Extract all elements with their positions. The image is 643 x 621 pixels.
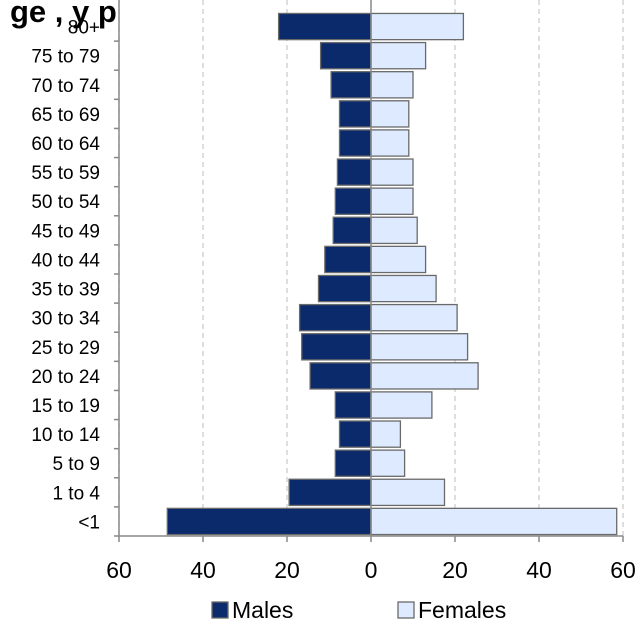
bar-males-5-to-9 (334, 449, 372, 477)
bar-females-70-to-74 (370, 71, 414, 99)
y-tick-label-30-to-34: 30 to 34 (31, 309, 100, 330)
x-tick-label-20-2: 20 (274, 557, 300, 583)
bar-females-15-to-19 (370, 391, 433, 419)
x-tick-label-20-4: 20 (442, 557, 468, 583)
y-tick-label-25-to-29: 25 to 29 (31, 338, 100, 359)
y-tick-label-80: 80+ (68, 18, 100, 39)
bar-females-55-to-59 (370, 158, 414, 186)
bar-females-35-to-39 (370, 274, 437, 303)
y-tick-label-60-to-64: 60 to 64 (31, 134, 100, 155)
bar-males-25-to-29 (301, 333, 372, 361)
bar-females-60-to-64 (370, 129, 410, 157)
bar-females-75-to-79 (370, 41, 427, 70)
y-tick-label-5-to-9: 5 to 9 (52, 454, 100, 475)
bar-males-70-to-74 (330, 71, 372, 99)
bar-males-40-to-44 (324, 245, 372, 274)
legend-label-females: Females (418, 597, 506, 621)
bar-females-1-to-4 (370, 478, 446, 507)
y-tick-label-20-to-24: 20 to 24 (31, 367, 100, 388)
bar-males-45-to-49 (332, 216, 372, 245)
bar-females-50-to-54 (370, 187, 414, 215)
bar-males-1-to-4 (288, 478, 372, 507)
bar-males-75-to-79 (319, 41, 372, 70)
axes (114, 0, 624, 542)
bar-females-80 (370, 12, 465, 41)
y-tick-label-75-to-79: 75 to 79 (31, 47, 100, 68)
legend-label-males: Males (232, 597, 293, 621)
bar-females-25-to-29 (370, 333, 469, 361)
x-tick-label-40-5: 40 (526, 557, 552, 583)
bar-females-20-to-24 (370, 362, 479, 390)
bar-females-1 (370, 507, 618, 536)
bar-females-65-to-69 (370, 100, 410, 128)
bar-females-5-to-9 (370, 449, 406, 477)
bars (166, 12, 618, 536)
y-tick-label-1-to-4: 1 to 4 (52, 483, 100, 504)
chart-title: ge , y p (10, 0, 117, 29)
x-tick-labels: 60 40 20 0 20 40 60 (106, 557, 636, 583)
y-tick-label-50-to-54: 50 to 54 (31, 192, 100, 213)
legend-swatch-females (397, 601, 415, 619)
bar-males-30-to-34 (298, 303, 372, 332)
y-tick-label-70-to-74: 70 to 74 (31, 76, 100, 97)
x-tick-label-40-1: 40 (190, 557, 216, 583)
bar-males-20-to-24 (309, 362, 372, 390)
bar-males-10-to-14 (338, 420, 372, 448)
y-tick-label-1: <1 (78, 512, 100, 533)
bar-females-10-to-14 (370, 420, 402, 448)
y-tick-label-35-to-39: 35 to 39 (31, 280, 100, 301)
legend: Males Females (211, 597, 506, 621)
bar-males-35-to-39 (317, 274, 372, 303)
x-tick-label-60-6: 60 (610, 557, 636, 583)
bar-males-15-to-19 (334, 391, 372, 419)
bar-males-80 (277, 12, 372, 41)
bar-males-55-to-59 (336, 158, 372, 186)
x-tick-label-60-0: 60 (106, 557, 132, 583)
bar-females-40-to-44 (370, 245, 427, 274)
bar-males-50-to-54 (334, 187, 372, 215)
legend-swatch-males (211, 601, 229, 619)
y-tick-label-55-to-59: 55 to 59 (31, 163, 100, 184)
bar-males-1 (166, 507, 372, 536)
y-tick-label-15-to-19: 15 to 19 (31, 396, 100, 417)
bar-males-65-to-69 (338, 100, 372, 128)
x-tick-label-0-3: 0 (365, 557, 378, 583)
bar-females-45-to-49 (370, 216, 418, 245)
y-tick-label-45-to-49: 45 to 49 (31, 221, 100, 242)
y-tick-label-65-to-69: 65 to 69 (31, 105, 100, 126)
y-tick-labels: <1 1 to 4 5 to 9 10 to 14 15 to 19 20 to 24 25… (31, 18, 100, 534)
y-tick-label-10-to-14: 10 to 14 (31, 425, 100, 446)
bar-females-30-to-34 (370, 303, 458, 332)
y-tick-label-40-to-44: 40 to 44 (31, 250, 100, 271)
bar-males-60-to-64 (338, 129, 372, 157)
